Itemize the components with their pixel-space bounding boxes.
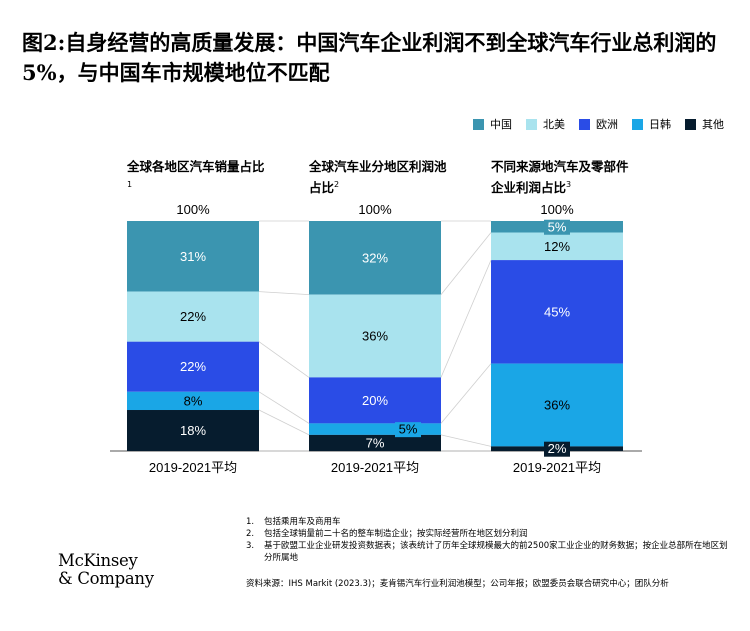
footnote-1: 1. 包括乘用车及商用车 — [246, 517, 341, 527]
connector-line — [440, 363, 492, 424]
legend-swatch — [579, 118, 590, 130]
bar-segment — [491, 363, 623, 447]
footnote-3: 3. 基于欧盟工业企业研发投资数据表；该表统计了历年全球规模最大的前2500家工业… — [246, 541, 728, 563]
connector-line — [440, 232, 492, 295]
data-label: 45% — [544, 304, 570, 319]
legend-item-2: 北美 — [526, 116, 565, 132]
data-label: 7% — [366, 435, 385, 450]
data-label: 12% — [544, 239, 570, 254]
bar-segment — [309, 294, 441, 378]
bar-segment — [309, 423, 441, 435]
data-label-bg — [544, 441, 570, 457]
chart-legend: 中国 北美 欧洲 日韩 其他 — [473, 116, 724, 132]
legend-label: 北美 — [543, 118, 565, 131]
data-label: 32% — [362, 250, 388, 265]
connector-line — [258, 291, 310, 295]
bar-segment — [491, 260, 623, 364]
source-text: 资料来源：IHS Markit (2023.3)；麦肯锡汽车行业利润池模型；公司… — [246, 579, 669, 589]
legend-item-4: 日韩 — [632, 116, 671, 132]
data-label: 8% — [184, 393, 203, 408]
legend-item-1: 中国 — [473, 116, 512, 132]
panel-title-1: 全球各地区汽车销量占比1 — [127, 159, 265, 189]
page-title: 图2:自身经营的高质量发展：中国汽车企业利润不到全球汽车行业总利润的5%，与中国… — [22, 30, 717, 85]
legend-label: 日韩 — [649, 118, 671, 131]
data-label: 2% — [548, 441, 567, 456]
legend-label: 其他 — [702, 118, 724, 131]
bar-segment — [491, 232, 623, 261]
bar-segment — [127, 291, 259, 342]
data-label: 36% — [362, 329, 388, 344]
category-label: 2019-2021平均 — [513, 460, 601, 475]
data-label: 18% — [180, 423, 206, 438]
data-label: 31% — [180, 249, 206, 264]
data-label: 5% — [548, 219, 567, 234]
legend-swatch — [632, 118, 643, 130]
connector-line — [258, 341, 310, 378]
connector-line — [258, 391, 310, 424]
data-label: 5% — [399, 422, 418, 437]
legend-swatch — [473, 118, 484, 130]
bar-segment — [309, 221, 441, 295]
legend-swatch — [685, 118, 696, 130]
connector-line — [258, 409, 310, 436]
bar-segment — [127, 221, 259, 292]
category-label: 2019-2021平均 — [331, 460, 419, 475]
bar-segment — [309, 434, 441, 451]
total-label: 100% — [540, 202, 574, 217]
legend-label: 欧洲 — [596, 118, 618, 131]
bar-segment — [127, 391, 259, 411]
footnote-2: 2. 包括全球销量前二十名的整车制造企业；按实际经营所在地区划分利润 — [246, 529, 528, 539]
legend-item-5: 其他 — [685, 116, 724, 132]
legend-label: 中国 — [490, 118, 512, 131]
category-label: 2019-2021平均 — [149, 460, 237, 475]
panel-title-3: 不同来源地汽车及零部件企业利润占比3 — [491, 159, 629, 196]
connector-line — [440, 259, 492, 378]
bar-segment — [127, 341, 259, 392]
legend-swatch — [526, 118, 537, 130]
data-label-bg — [395, 422, 421, 438]
panel-title-2: 全球汽车业分地区利润池占比2 — [309, 159, 447, 196]
bar-segment — [127, 410, 259, 451]
stacked-bar-chart: 31% 22% 22% 8% 18% 100% 2019-2021平均 32% 36% 20% 5%… — [110, 202, 642, 475]
data-label-bg — [544, 219, 570, 235]
bar-segment — [309, 377, 441, 424]
data-label: 36% — [544, 398, 570, 413]
total-label: 100% — [176, 202, 210, 217]
data-label: 22% — [180, 359, 206, 374]
footnotes: 1. 包括乘用车及商用车 2. 包括全球销量前二十名的整车制造企业；按实际经营所在地… — [246, 516, 736, 564]
mckinsey-logo: McKinsey & Company — [58, 551, 154, 588]
connector-line — [440, 434, 492, 447]
legend-item-3: 欧洲 — [579, 116, 618, 132]
data-label: 22% — [180, 309, 206, 324]
data-label: 20% — [362, 393, 388, 408]
total-label: 100% — [358, 202, 392, 217]
